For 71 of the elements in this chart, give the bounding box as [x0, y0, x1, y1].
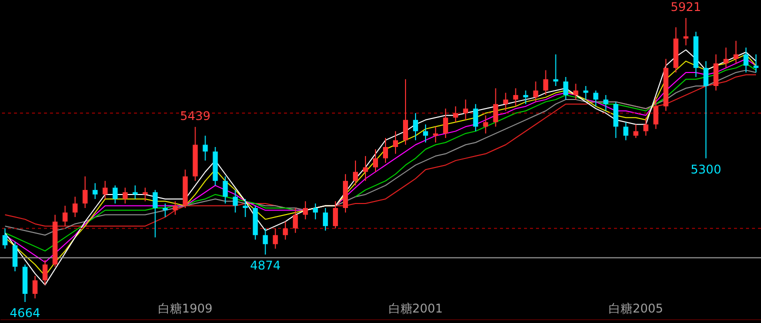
candlestick [423, 124, 428, 143]
candlestick [393, 130, 398, 154]
candlestick [362, 156, 368, 182]
candlestick [613, 101, 618, 138]
candlestick [633, 124, 638, 138]
candlestick [102, 180, 108, 200]
candlestick [72, 196, 78, 218]
candlestick [312, 202, 318, 220]
annotation: 5300 [690, 162, 722, 176]
candlestick [573, 83, 578, 100]
candlestick [443, 108, 448, 138]
candlestick [383, 137, 388, 164]
candlestick [272, 228, 278, 250]
candlestick [122, 187, 128, 204]
candlestick [112, 184, 118, 204]
candlestick [142, 187, 148, 202]
candlestick [32, 275, 38, 299]
candlestick [132, 184, 138, 200]
candlestick [503, 92, 508, 112]
candlestick [232, 189, 238, 214]
candlestick [473, 104, 478, 132]
candlestick [322, 208, 328, 232]
candlestick [12, 241, 18, 272]
candlestick [543, 70, 548, 96]
candlestick [372, 148, 378, 172]
candlestick [152, 189, 158, 238]
x-tick-label: 白糖2001 [388, 302, 443, 316]
annotation: 4664 [10, 306, 40, 320]
candlestick [583, 86, 588, 100]
candlestick [282, 221, 288, 240]
x-tick-label: 白糖2005 [608, 302, 664, 316]
candlestick [653, 96, 658, 130]
candlestick [563, 76, 568, 100]
candlestick [302, 200, 308, 220]
candlestick [413, 112, 418, 141]
candlestick [202, 135, 208, 162]
candlestick [743, 47, 748, 73]
candlestick [723, 47, 728, 68]
candlestick [533, 80, 538, 102]
candlestick [733, 40, 738, 64]
candlestick [593, 90, 598, 107]
candlestick [332, 200, 338, 229]
candlestick [703, 60, 708, 159]
candlestick [352, 160, 358, 186]
candlestick [92, 182, 98, 200]
candlestick [403, 78, 408, 146]
candlestick [483, 114, 488, 134]
candlestick [222, 176, 228, 204]
candlestick [162, 202, 168, 218]
candlestick [643, 117, 648, 136]
annotation: 5921 [670, 0, 702, 14]
candlestick [42, 259, 48, 286]
candlestick [513, 88, 518, 107]
candlestick [623, 122, 628, 141]
candlestick [553, 54, 558, 87]
candlestick [62, 205, 68, 227]
candlestick [82, 176, 88, 209]
annotation: 4874 [250, 258, 281, 273]
candlestick [603, 94, 608, 112]
candlestick [713, 54, 718, 92]
candlestick [292, 208, 298, 234]
candlestick [753, 54, 758, 73]
candlestick [453, 106, 458, 123]
candlestick [463, 99, 468, 120]
candlestick [493, 88, 498, 128]
candlestick [523, 90, 528, 105]
x-tick-label: 白糖1909 [158, 302, 213, 316]
annotation: 5439 [180, 108, 211, 123]
candlestick [172, 200, 178, 216]
candlestick [262, 228, 268, 256]
candlestick [2, 228, 8, 250]
